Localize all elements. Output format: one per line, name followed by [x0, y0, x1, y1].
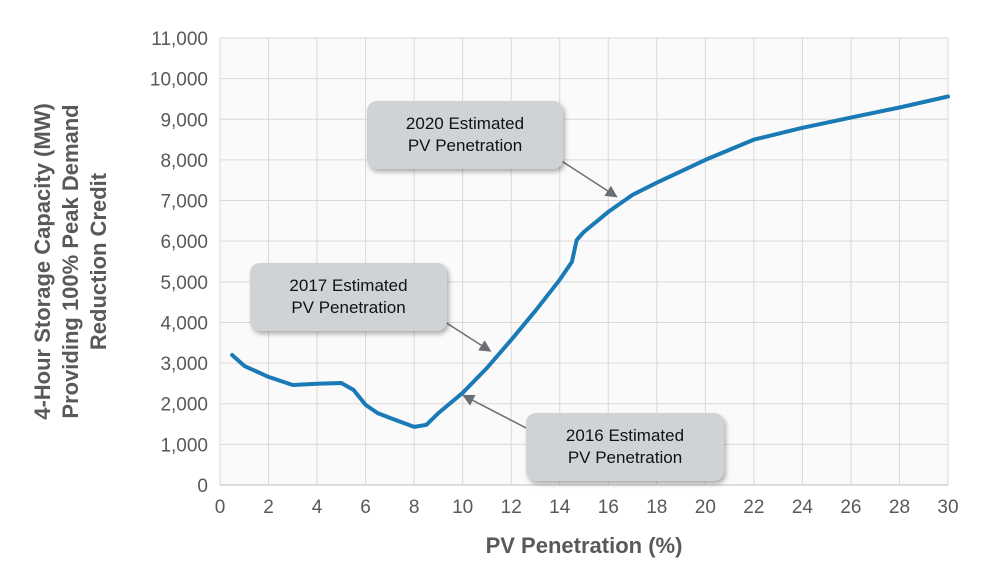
x-tick-label: 0: [215, 497, 226, 518]
annotation-2020: 2020 Estimated PV Penetration: [367, 101, 563, 169]
x-tick-label: 16: [598, 497, 619, 518]
y-tick-label: 2,000: [160, 395, 208, 416]
annotation-arrow: [462, 394, 531, 431]
y-tick-label: 1,000: [160, 435, 208, 456]
y-axis-title: Providing 100% Peak Demand: [58, 104, 83, 418]
x-tick-label: 24: [792, 497, 814, 518]
x-tick-label: 30: [937, 497, 958, 518]
x-tick-label: 20: [695, 497, 716, 518]
annotation-line: 2016 Estimated: [565, 426, 685, 445]
x-tick-label: 8: [409, 497, 420, 518]
annotation-line: PV Penetration: [407, 136, 523, 155]
y-tick-label: 7,000: [160, 192, 208, 213]
y-tick-label: 5,000: [160, 273, 208, 294]
y-axis-title: 4-Hour Storage Capacity (MW): [30, 103, 55, 420]
x-tick-label: 28: [889, 497, 910, 518]
y-tick-label: 10,000: [150, 70, 208, 91]
x-tick-label: 2: [263, 497, 274, 518]
annotation-line: 2020 Estimated: [405, 114, 525, 133]
x-axis-title: PV Penetration (%): [486, 533, 683, 558]
x-tick-label: 12: [501, 497, 522, 518]
x-tick-label: 4: [312, 497, 323, 518]
x-tick-label: 10: [452, 497, 473, 518]
annotation-2017: 2017 Estimated PV Penetration: [250, 263, 447, 331]
y-tick-label: 8,000: [160, 151, 208, 172]
y-tick-label: 9,000: [160, 110, 208, 131]
y-tick-label: 3,000: [160, 354, 208, 375]
annotation-arrow: [444, 321, 492, 352]
annotation-line: 2017 Estimated: [289, 276, 408, 295]
x-tick-label: 14: [549, 497, 571, 518]
data-line: [230, 94, 950, 429]
x-tick-label: 22: [743, 497, 764, 518]
y-tick-label: 4,000: [160, 313, 208, 334]
annotation-line: PV Penetration: [291, 298, 406, 317]
annotation-arrow: [559, 159, 618, 198]
annotation-2016: 2016 Estimated PV Penetration: [526, 413, 724, 481]
plot-area: [220, 38, 948, 485]
x-tick-label: 26: [840, 497, 861, 518]
y-axis-title: Reduction Credit: [86, 172, 111, 350]
x-tick-label: 18: [646, 497, 667, 518]
y-tick-label: 0: [197, 476, 208, 497]
x-tick-label: 6: [360, 497, 371, 518]
y-tick-label: 11,000: [151, 29, 208, 50]
annotation-line: PV Penetration: [567, 448, 683, 467]
y-tick-label: 6,000: [160, 232, 208, 253]
